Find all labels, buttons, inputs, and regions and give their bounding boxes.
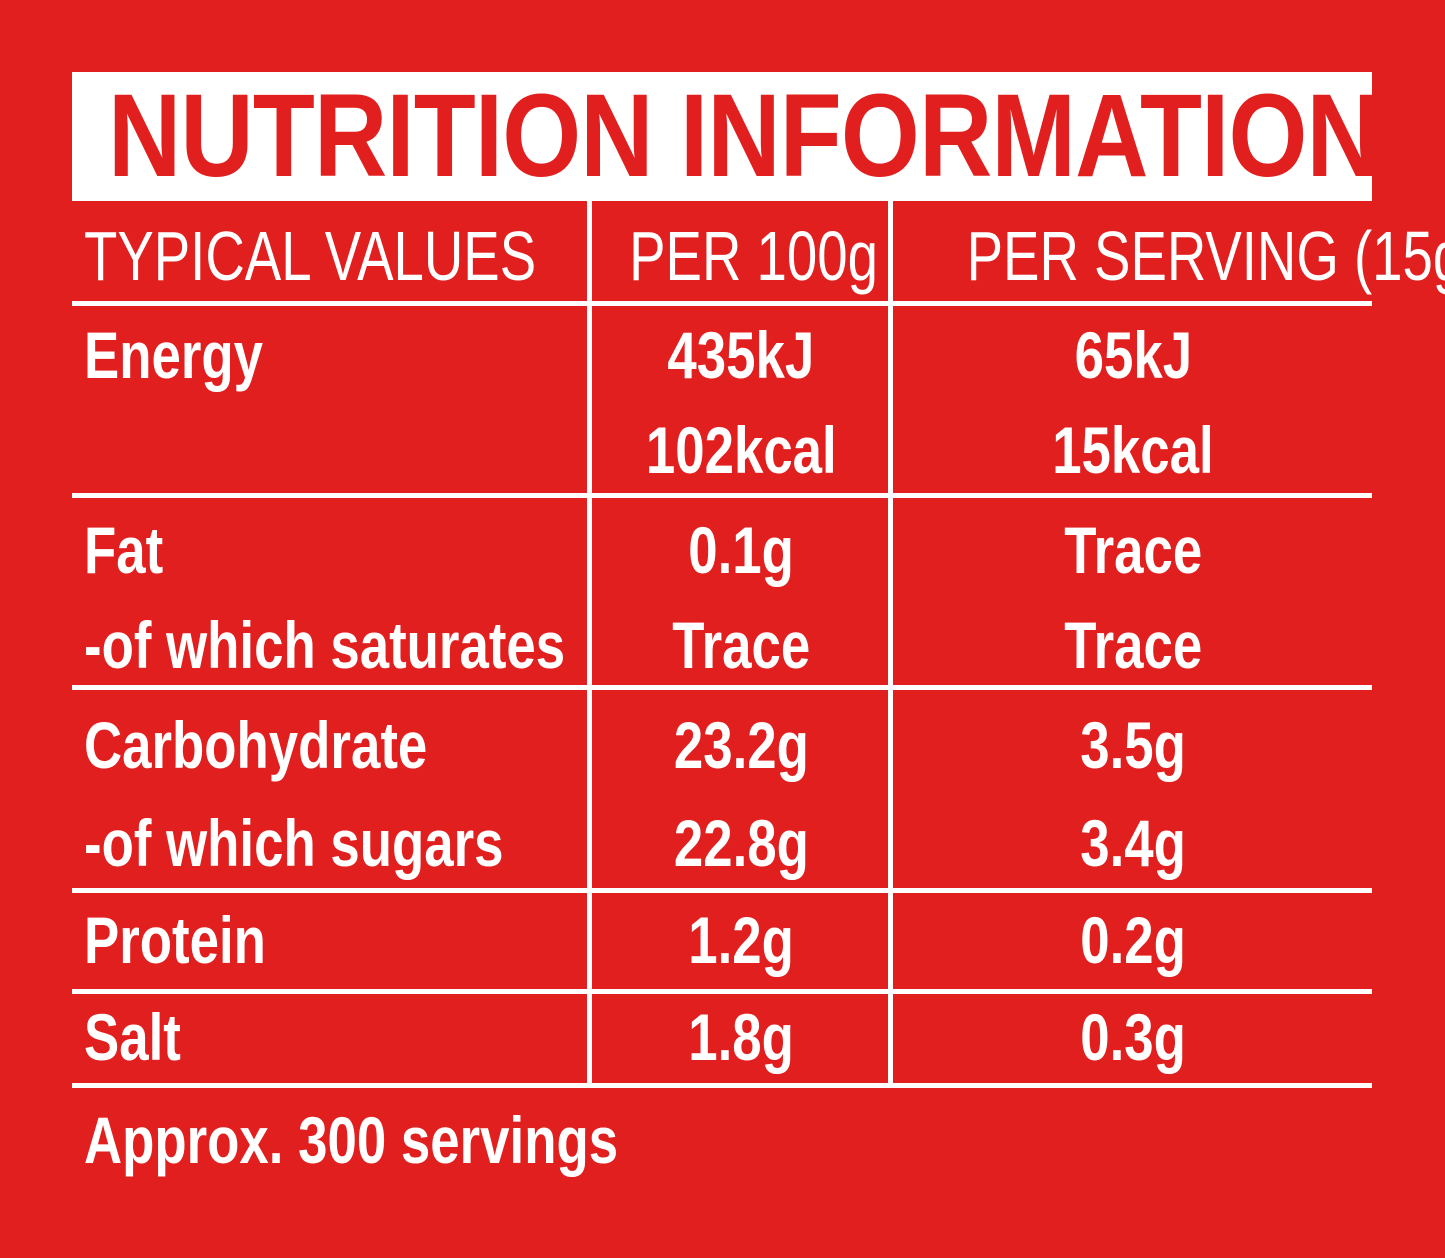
- row-divider-carbohydrate: [72, 888, 1372, 893]
- value-energy-kj-per100g: 435kJ: [667, 318, 815, 392]
- label-salt: Salt: [84, 1000, 181, 1074]
- value-energy-kj-perserving: 65kJ: [1074, 318, 1192, 392]
- row-divider-energy: [72, 493, 1372, 498]
- value-fat-per100g: 0.1g: [688, 513, 794, 587]
- row-divider-fat: [72, 685, 1372, 690]
- value-sugars-perserving: 3.4g: [1080, 806, 1186, 880]
- value-protein-perserving: 0.2g: [1080, 903, 1186, 977]
- label-energy: Energy: [84, 318, 263, 392]
- value-sugars-per100g: 22.8g: [673, 806, 809, 880]
- label-saturates: -of which saturates: [84, 608, 566, 682]
- servings-note: Approx. 300 servings: [84, 1103, 619, 1177]
- row-divider-header: [72, 301, 1372, 306]
- value-salt-perserving: 0.3g: [1080, 1000, 1186, 1074]
- value-protein-per100g: 1.2g: [688, 903, 794, 977]
- label-fat: Fat: [84, 513, 164, 587]
- label-sugars: -of which sugars: [84, 806, 504, 880]
- header-typical-values: TYPICAL VALUES: [84, 217, 537, 295]
- column-divider-1: [587, 201, 592, 1087]
- value-energy-kcal-perserving: 15kcal: [1052, 413, 1214, 487]
- value-carbohydrate-per100g: 23.2g: [673, 708, 809, 782]
- row-divider-protein: [72, 989, 1372, 994]
- column-divider-2: [888, 201, 893, 1087]
- value-fat-perserving: Trace: [1063, 513, 1202, 587]
- row-divider-salt: [72, 1083, 1372, 1088]
- page-title: NUTRITION INFORMATION: [108, 72, 1372, 201]
- value-salt-per100g: 1.8g: [688, 1000, 794, 1074]
- value-saturates-per100g: Trace: [671, 608, 810, 682]
- title-banner: NUTRITION INFORMATION: [72, 72, 1372, 201]
- value-energy-kcal-per100g: 102kcal: [645, 413, 837, 487]
- label-protein: Protein: [84, 903, 266, 977]
- header-per-serving: PER SERVING (15g): [966, 217, 1445, 295]
- label-carbohydrate: Carbohydrate: [84, 708, 428, 782]
- value-carbohydrate-perserving: 3.5g: [1080, 708, 1186, 782]
- header-per-100g: PER 100g: [629, 217, 879, 295]
- value-saturates-perserving: Trace: [1063, 608, 1202, 682]
